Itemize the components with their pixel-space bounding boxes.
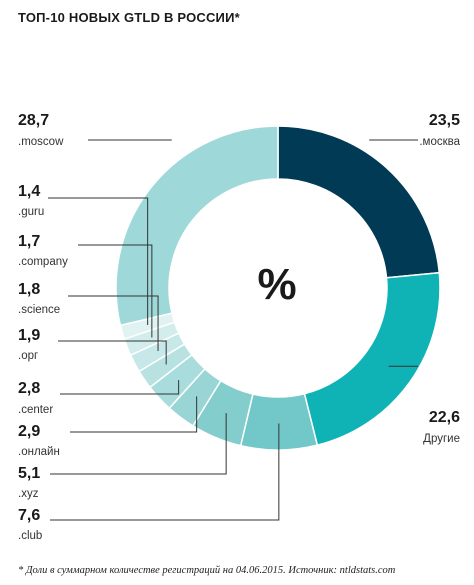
slice-10 [115, 125, 279, 327]
slice-label-xyz: .xyz [18, 488, 39, 500]
slice-value-moskva: 23,5 [428, 112, 460, 129]
slice-label-center: .center [18, 404, 54, 416]
leader-line-4 [70, 396, 198, 433]
chart-title: ТОП-10 НОВЫХ GTLD В РОССИИ* [18, 10, 240, 25]
footnote: * Доли в суммарном количестве регистраци… [18, 565, 396, 576]
leader-lines [48, 139, 418, 521]
slice-label-science: .science [18, 304, 61, 316]
leader-line-9 [48, 197, 149, 325]
slice-value-club: 7,6 [18, 507, 41, 524]
slice-value-org: 1,9 [18, 327, 41, 344]
leader-line-6 [58, 340, 167, 365]
slice-value-company: 1,7 [18, 233, 41, 250]
leader-line-7 [68, 295, 159, 352]
slice-value-guru: 1,4 [18, 183, 41, 200]
leader-line-2 [50, 423, 280, 521]
slice-label-moscow: .moscow [18, 136, 64, 148]
slice-0 [277, 125, 441, 279]
slice-label-moskva: .москва [419, 136, 460, 148]
slice-value-drugie: 22,6 [428, 409, 460, 426]
slice-label-club: .club [18, 530, 43, 542]
slice-label-guru: .guru [18, 206, 45, 218]
slice-label-org: .орг [18, 350, 39, 362]
center-percent-symbol: % [257, 260, 297, 309]
slice-label-company: .company [18, 256, 68, 268]
slice-value-science: 1,8 [18, 281, 41, 298]
slice-label-drugie: Другие [423, 433, 460, 445]
leader-line-8 [78, 244, 153, 338]
slice-value-moscow: 28,7 [18, 112, 50, 129]
slice-value-center: 2,8 [18, 380, 41, 397]
leader-line-5 [60, 380, 180, 395]
slice-value-xyz: 5,1 [18, 465, 41, 482]
slice-label-onlain: .онлайн [18, 446, 60, 458]
leader-line-3 [50, 413, 227, 475]
donut-slices [115, 125, 441, 451]
slice-value-onlain: 2,9 [18, 423, 41, 440]
